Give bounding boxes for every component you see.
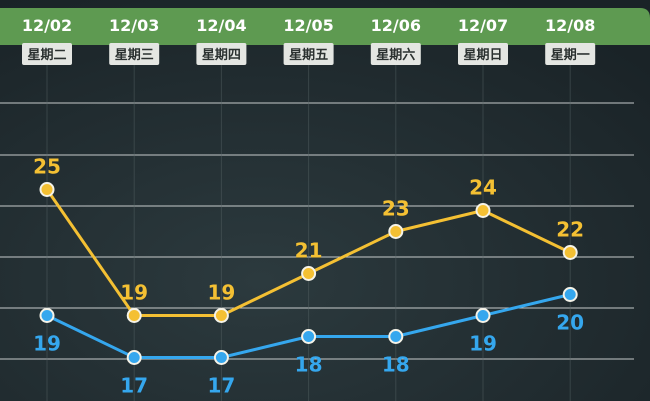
weekday-label: 星期六 — [376, 47, 415, 63]
date-header: 12/02 星期二 12/03 星期三 12/04 星期四 12/05 星期五 12/06 星期六… — [22, 16, 596, 65]
data-point — [388, 224, 404, 239]
date-label: 12/06 — [371, 16, 421, 35]
data-point — [126, 350, 142, 365]
data-label: 21 — [295, 239, 323, 263]
data-label: 24 — [469, 176, 497, 200]
date-label: 12/08 — [545, 16, 595, 35]
data-label: 19 — [33, 332, 61, 356]
header-band — [0, 8, 650, 45]
data-point — [562, 287, 578, 302]
data-point — [126, 308, 142, 323]
data-label: 22 — [556, 218, 584, 242]
weekday-badge — [458, 43, 508, 65]
data-label: 18 — [382, 353, 410, 377]
data-point — [213, 308, 229, 323]
weekday-badge — [109, 43, 160, 65]
data-label: 17 — [207, 374, 235, 398]
weekday-badge — [22, 43, 72, 65]
data-label: 19 — [207, 281, 235, 305]
data-label: 17 — [120, 374, 148, 398]
date-label: 12/05 — [283, 16, 333, 35]
weekday-badge — [196, 43, 247, 65]
weekday-label: 星期二 — [27, 48, 66, 63]
data-point — [388, 329, 404, 344]
data-label: 19 — [469, 332, 497, 356]
data-point — [301, 329, 317, 344]
weekday-label: 星期三 — [115, 48, 154, 63]
data-label: 23 — [382, 197, 410, 221]
weekday-badge — [545, 43, 596, 65]
series-points — [39, 182, 578, 365]
weekday-label: 星期日 — [463, 48, 502, 63]
data-point — [301, 266, 317, 281]
weekday-label: 星期一 — [551, 48, 590, 63]
data-point — [213, 350, 229, 365]
data-point — [39, 308, 55, 323]
date-label: 12/03 — [109, 16, 159, 35]
data-labels: 25 19 19 21 23 24 22 19 17 17 18 18 19 20 — [33, 155, 584, 398]
data-point — [562, 245, 578, 260]
data-label: 20 — [556, 311, 584, 335]
data-point — [475, 203, 491, 218]
weekday-badge — [370, 43, 421, 65]
data-point — [39, 182, 55, 197]
data-point — [475, 308, 491, 323]
data-label: 18 — [295, 353, 323, 377]
weekday-badge — [283, 43, 334, 65]
weekday-label: 星期四 — [202, 48, 241, 63]
date-label: 12/02 — [22, 16, 72, 35]
weekday-label: 星期五 — [289, 48, 328, 63]
data-label: 25 — [33, 155, 61, 179]
date-label: 12/04 — [196, 16, 246, 35]
data-label: 19 — [120, 281, 148, 305]
gridlines — [0, 102, 634, 360]
day-dividers — [46, 62, 571, 401]
date-label: 12/07 — [458, 16, 508, 35]
